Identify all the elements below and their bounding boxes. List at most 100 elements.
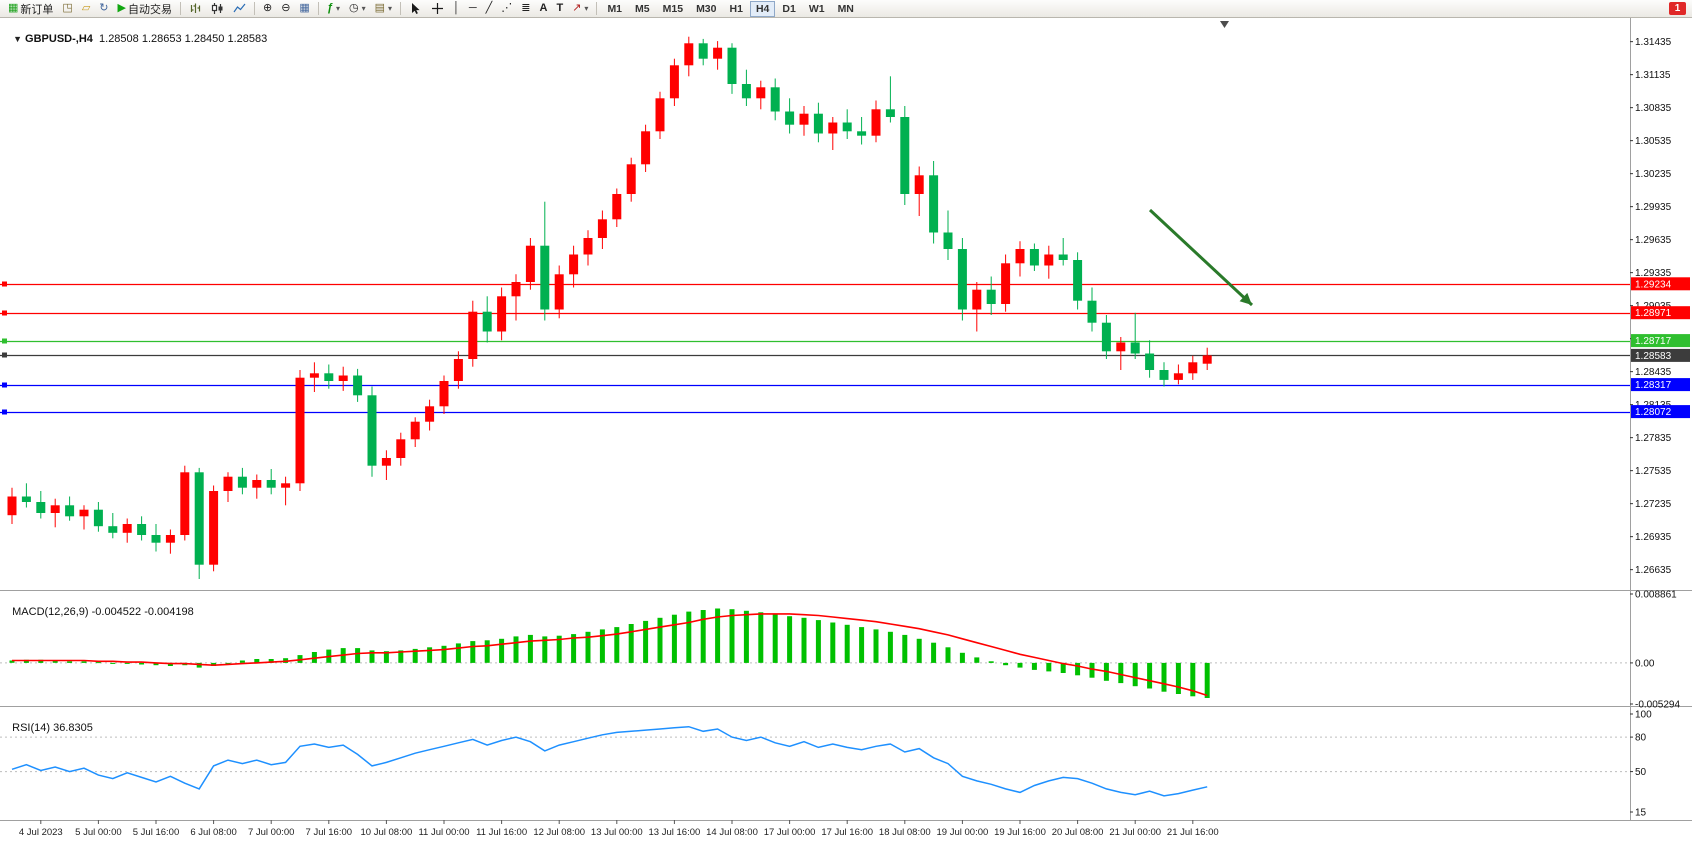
candle-body [698, 43, 708, 59]
candle-body [1001, 263, 1011, 304]
tile-windows-button[interactable]: ▦ [295, 1, 313, 17]
fibonacci-button[interactable]: ≣ [517, 1, 534, 17]
price-axis-label: 1.31435 [1635, 37, 1672, 48]
time-axis-label: 21 Jul 16:00 [1167, 827, 1219, 838]
current-price-line-handle[interactable] [2, 352, 7, 358]
line-chart-button[interactable] [229, 1, 250, 17]
support-line-blue-lower[interactable] [0, 409, 1630, 415]
arrows-button[interactable]: ↗ ▾ [568, 1, 592, 17]
rsi-line [11, 725, 1208, 797]
trendline-button[interactable]: ╱ [482, 1, 497, 17]
periods-button[interactable]: ◷ ▾ [345, 1, 370, 17]
profiles-button[interactable]: ▱ [78, 1, 94, 17]
new-order-button[interactable]: ▦ 新订单 [4, 1, 57, 17]
timeframe-button-m30[interactable]: M30 [690, 1, 722, 17]
timeframe-button-m15[interactable]: M15 [657, 1, 689, 17]
candle-body [425, 406, 435, 422]
time-axis-label: 14 Jul 08:00 [706, 827, 758, 838]
candle-body [1015, 249, 1025, 264]
resistance-line-upper-handle[interactable] [2, 281, 7, 287]
candle-body [1087, 300, 1097, 323]
one-click-trading-arrow-icon[interactable]: ▼ [13, 34, 23, 44]
horizontal-line-button[interactable]: ─ [465, 1, 481, 17]
support-line-green-handle[interactable] [2, 338, 7, 344]
crosshair-button[interactable] [427, 1, 448, 17]
templates-button[interactable]: ▤ ▾ [371, 1, 396, 17]
timeframe-button-mn[interactable]: MN [832, 1, 860, 17]
support-line-green[interactable] [0, 338, 1630, 344]
indicators-button[interactable]: ƒ ▾ [323, 1, 344, 17]
candle-body [857, 131, 867, 136]
candle-body [1188, 362, 1198, 374]
timeframe-button-m5[interactable]: M5 [629, 1, 656, 17]
support-line-blue-upper[interactable] [0, 382, 1630, 388]
candle-body [669, 65, 679, 99]
support-line-blue-upper-handle[interactable] [2, 382, 7, 388]
candle-body [540, 245, 550, 310]
notification-badge[interactable]: 1 [1669, 2, 1686, 15]
resistance-line-lower-handle[interactable] [2, 310, 7, 316]
time-axis-label: 13 Jul 00:00 [591, 827, 643, 838]
candle-body [972, 289, 982, 310]
resistance-line-upper[interactable] [0, 281, 1630, 287]
current-price-line[interactable] [0, 352, 1630, 358]
macd-axis-label: -0.005294 [1635, 700, 1680, 711]
fibonacci-icon: ≣ [521, 2, 531, 14]
channel-button[interactable]: ⋰ [497, 1, 516, 17]
macd-indicator-label: MACD(12,26,9) -0.004522 -0.004198 [6, 594, 194, 618]
refresh-button[interactable]: ↻ [95, 1, 112, 17]
profiles-folder-icon: ▱ [81, 2, 91, 14]
new-chart-button[interactable]: ◳ [58, 1, 76, 17]
cursor-button[interactable] [405, 1, 426, 17]
trend-arrow-annotation[interactable] [1148, 208, 1254, 307]
timeframe-button-w1[interactable]: W1 [803, 1, 831, 17]
candle-body [511, 282, 521, 297]
text-button[interactable]: A [536, 1, 552, 17]
candle-body [79, 509, 89, 517]
timeframe-button-d1[interactable]: D1 [776, 1, 801, 17]
time-axis-label: 7 Jul 16:00 [306, 827, 352, 838]
rsi-axis-label: 15 [1635, 808, 1647, 819]
time-axis-label: 6 Jul 08:00 [190, 827, 236, 838]
candle-body [583, 238, 593, 255]
candles-series [7, 36, 1212, 579]
support-line-blue-lower-handle[interactable] [2, 409, 7, 415]
candle-body [36, 502, 46, 513]
candle-body [1101, 322, 1111, 352]
timeframe-button-h1[interactable]: H1 [724, 1, 749, 17]
autotrading-play-icon: ▶ [117, 2, 126, 14]
candle-body [684, 43, 694, 66]
candlestick-chart-button[interactable] [207, 1, 228, 17]
price-axis-label: 1.31135 [1635, 70, 1671, 81]
time-axis-label: 19 Jul 16:00 [994, 827, 1046, 838]
candle-body [929, 175, 939, 233]
candle-body [338, 375, 348, 381]
zoom-out-button[interactable]: ⊖ [277, 1, 294, 17]
timeframe-button-m1[interactable]: M1 [601, 1, 628, 17]
resistance-line-lower[interactable] [0, 310, 1630, 316]
candle-body [813, 113, 823, 134]
trendline-icon: ╱ [485, 2, 493, 14]
price-axis-label: 1.27835 [1635, 433, 1672, 444]
text-icon: A [539, 2, 548, 14]
vertical-line-button[interactable]: │ [449, 1, 464, 17]
timeframe-button-h4[interactable]: H4 [749, 0, 776, 17]
toolbar-separator [596, 2, 598, 15]
zoom-in-icon: ⊕ [262, 2, 273, 14]
candle-body [1116, 342, 1126, 352]
resistance-line-lower-price-tag: 1.28971 [1631, 306, 1690, 320]
time-axis-label: 12 Jul 08:00 [533, 827, 585, 838]
candle-body [50, 505, 60, 513]
text-label-button[interactable]: T [552, 1, 567, 17]
autotrading-button[interactable]: ▶ 自动交易 [114, 1, 176, 17]
vertical-line-icon: │ [453, 2, 460, 14]
candle-body [165, 535, 175, 543]
horizontal-line-icon: ─ [468, 2, 477, 14]
bar-chart-button[interactable] [185, 1, 206, 17]
candle-body [655, 98, 665, 132]
svg-text:1.28717: 1.28717 [1635, 336, 1672, 347]
chart-shift-marker-icon[interactable] [1220, 21, 1229, 28]
zoom-in-button[interactable]: ⊕ [259, 1, 276, 17]
svg-text:1.28583: 1.28583 [1635, 351, 1672, 362]
